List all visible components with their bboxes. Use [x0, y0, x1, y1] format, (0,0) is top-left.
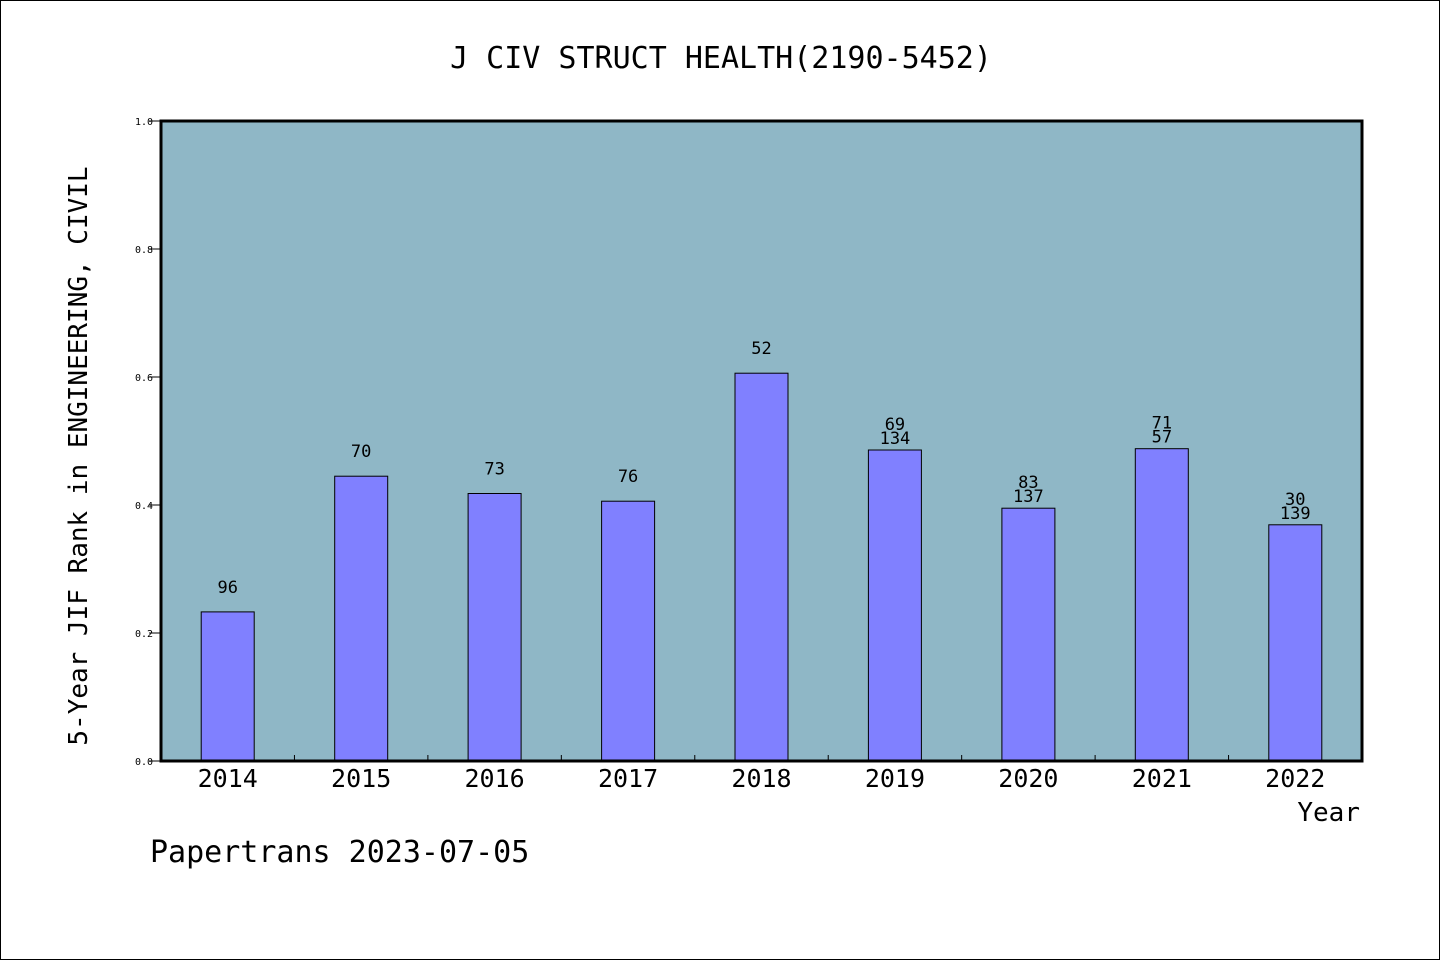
- y-tick-label: 0.8: [135, 245, 153, 256]
- x-tick-label-2020: 2020: [998, 764, 1058, 793]
- y-axis: 0.0 0.2 0.4 0.6 0.8 1.0: [135, 117, 161, 768]
- x-tick-label-2014: 2014: [198, 764, 258, 793]
- bar-label-2022-2: 139: [1280, 504, 1311, 524]
- bars: [200, 372, 1323, 762]
- bar-label-2018: 52: [751, 339, 771, 359]
- chart-title: J CIV STRUCT HEALTH(2190-5452): [450, 41, 992, 76]
- bar-2019: [867, 449, 922, 762]
- x-tick-label-2022: 2022: [1265, 764, 1325, 793]
- x-tick-label-2016: 2016: [465, 764, 525, 793]
- y-tick-label: 1.0: [135, 117, 153, 128]
- bar-label-2014: 96: [217, 578, 237, 598]
- x-tick-label-2018: 2018: [731, 764, 791, 793]
- bar-label-2022-1: 30: [1285, 490, 1305, 510]
- bar-label-2019-2: 134: [880, 429, 911, 449]
- y-tick-label: 0.6: [135, 373, 153, 384]
- y-tick-label: 0.0: [135, 757, 153, 768]
- x-tick-label-2021: 2021: [1132, 764, 1192, 793]
- bar-2018: [734, 372, 789, 762]
- y-tick-label: 0.2: [135, 629, 153, 640]
- bar-2016: [467, 493, 522, 762]
- bar-label-2019-1: 69: [885, 415, 905, 435]
- x-axis: 2014 2015 2016 2017 2018 2019 2020 2021 2022: [198, 755, 1325, 793]
- bar-label-2017: 76: [618, 467, 638, 487]
- x-axis-title: Year: [1297, 798, 1360, 828]
- bar-label-2021-1: 71: [1152, 414, 1172, 434]
- bar-2021: [1134, 448, 1189, 762]
- x-tick-label-2019: 2019: [865, 764, 925, 793]
- y-tick-label: 0.4: [135, 501, 153, 512]
- footer-watermark: Papertrans 2023-07-05: [150, 835, 530, 870]
- bar-label-2021-2: 57: [1152, 428, 1172, 448]
- x-tick-label-2017: 2017: [598, 764, 658, 793]
- bar-label-2020-2: 137: [1013, 487, 1044, 507]
- bar-label-2016: 73: [484, 460, 504, 480]
- bar-2017: [601, 500, 656, 762]
- plot-border: [159, 119, 1364, 763]
- bar-2022: [1268, 524, 1323, 762]
- x-tick-label-2015: 2015: [331, 764, 391, 793]
- bar-label-2015: 70: [351, 442, 371, 462]
- bar-label-2020-1: 83: [1018, 473, 1038, 493]
- y-axis-title: 5-Year JIF Rank in ENGINEERING, CIVIL: [64, 166, 94, 745]
- bar-2014: [200, 611, 255, 762]
- bar-2020: [1001, 507, 1056, 762]
- bar-2015: [334, 475, 389, 762]
